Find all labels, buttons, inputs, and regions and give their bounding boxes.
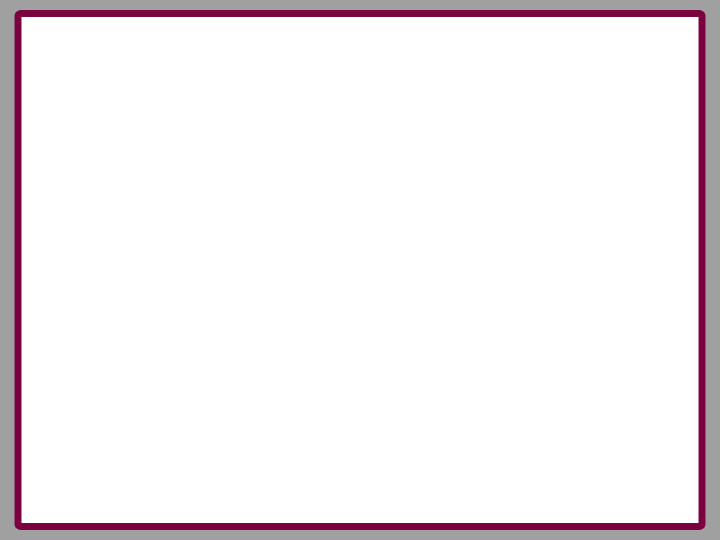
Text: University of Calgary: University of Calgary <box>42 462 189 475</box>
Text: Duplicity: Duplicity <box>65 280 155 298</box>
Text: 2: 2 <box>690 462 698 475</box>
Text: multipoint: multipoint <box>65 162 170 180</box>
Bar <box>335 95 383 150</box>
Text: half duplex: half duplex <box>80 328 185 346</box>
Text: •: • <box>48 282 57 297</box>
Text: Topology: Topology <box>65 90 156 108</box>
Text: simplex: simplex <box>80 305 153 323</box>
Text: CS 441: CS 441 <box>610 462 659 475</box>
Text: •: • <box>48 92 57 107</box>
Text: Line Configurations: Line Configurations <box>55 40 286 60</box>
Text: point to point: point to point <box>75 115 214 133</box>
Text: full duplex: full duplex <box>80 351 179 369</box>
Bar <box>195 211 243 266</box>
